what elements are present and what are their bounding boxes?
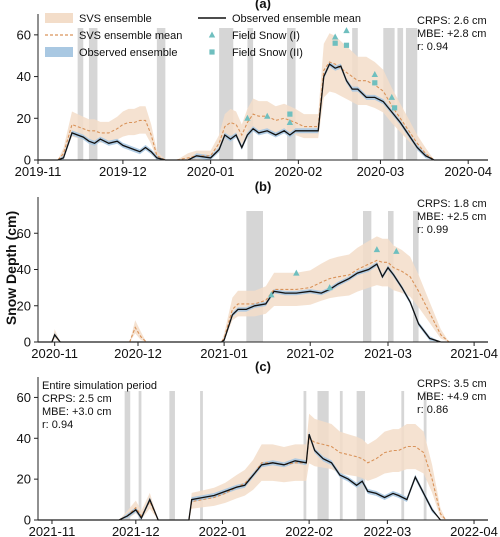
field-snow-i-marker xyxy=(331,33,339,40)
observed-ensemble-mean-line xyxy=(38,263,488,343)
y-tick-label: 0 xyxy=(24,335,31,350)
observed-ensemble-mean-line xyxy=(38,63,488,161)
field-snow-i-marker xyxy=(393,247,400,254)
y-tick-label: 40 xyxy=(17,431,31,446)
legend-label: Observed ensemble xyxy=(79,47,177,59)
stats-line: r: 0.86 xyxy=(417,404,448,416)
x-tick-label: 2020-02 xyxy=(275,164,323,179)
svs-ensemble-band xyxy=(38,236,488,342)
panel-label: (b) xyxy=(255,179,272,194)
data-gap-bar xyxy=(405,28,418,160)
note-line: r: 0.94 xyxy=(42,419,73,431)
data-gap-bar xyxy=(246,211,263,342)
stats-line: MBE: +2.5 cm xyxy=(417,211,486,223)
legend-swatch-field-snow-i xyxy=(208,31,216,38)
panel-0: (a) 0 20 40 60 2019-11 2019-12 2020-01 2020-02 20… xyxy=(15,0,492,179)
x-tick-label: 2020-04 xyxy=(444,164,492,179)
data-gap-bar xyxy=(397,28,404,160)
panel-label: (c) xyxy=(255,359,271,374)
x-tick-label: 2022-01 xyxy=(199,524,247,537)
field-snow-ii-marker xyxy=(343,42,350,48)
y-tick-label: 60 xyxy=(17,27,31,42)
data-gap-bar xyxy=(287,28,296,160)
y-tick-label: 0 xyxy=(24,513,31,528)
x-tick-label: 2022-02 xyxy=(285,524,333,537)
y-tick-label: 40 xyxy=(17,262,31,277)
legend: SVS ensemble SVS ensemble mean Observed en… xyxy=(45,13,361,59)
y-tick-label: 20 xyxy=(17,298,31,313)
x-tick-label: 2020-01 xyxy=(187,164,235,179)
data-gap-bar xyxy=(169,391,175,520)
x-tick-label: 2020-11 xyxy=(31,346,78,361)
x-tick-label: 2021-04 xyxy=(450,346,498,361)
legend-label: SVS ensemble xyxy=(79,13,152,25)
y-tick-label: 40 xyxy=(17,69,31,84)
y-tick-label: 20 xyxy=(17,472,31,487)
data-gap-bar xyxy=(138,391,142,520)
field-snow-i-marker xyxy=(373,246,381,253)
stats-line: CRPS: 1.8 cm xyxy=(417,198,487,210)
x-tick-label: 2021-03 xyxy=(364,346,412,361)
x-tick-label: 2022-04 xyxy=(450,524,498,537)
x-tick-label: 2021-02 xyxy=(286,346,334,361)
x-tick-label: 2022-03 xyxy=(364,524,412,537)
data-gap-bar xyxy=(77,28,84,160)
stats-line: CRPS: 2.6 cm xyxy=(417,15,487,27)
field-snow-ii-marker xyxy=(332,40,338,46)
x-tick-label: 2021-12 xyxy=(112,524,160,537)
field-snow-i-marker xyxy=(268,291,275,298)
field-snow-i-marker xyxy=(286,118,294,125)
x-tick-label: 2019-12 xyxy=(99,164,147,179)
x-tick-label: 2021-01 xyxy=(200,346,248,361)
x-tick-label: 2020-03 xyxy=(357,164,405,179)
field-snow-i-marker xyxy=(244,114,251,121)
field-snow-ii-marker xyxy=(372,80,378,86)
stats-line: MBE: +4.9 cm xyxy=(417,391,486,403)
svs-ensemble-mean-line xyxy=(38,259,488,343)
data-gap-bar xyxy=(200,391,203,520)
y-tick-label: 20 xyxy=(17,111,31,126)
y-tick-label: 60 xyxy=(17,226,31,241)
legend-label: SVS ensemble mean xyxy=(79,30,182,42)
panel-2: (c) 0 20 40 60 2021-11 2021-12 2022-01 2022-02 20… xyxy=(17,359,498,537)
data-gap-bar xyxy=(247,28,254,160)
data-gap-bar xyxy=(88,28,98,160)
legend-swatch-svs-ensemble xyxy=(45,13,73,23)
data-gap-bar xyxy=(124,391,131,520)
field-snow-i-marker xyxy=(371,70,378,77)
y-axis-label: Snow Depth (cm) xyxy=(3,211,19,325)
panel-1: (b)02040602020-102020-112020-122021-0120… xyxy=(17,179,498,361)
note-line: Entire simulation period xyxy=(42,380,157,392)
x-tick-label: 2020-12 xyxy=(114,346,162,361)
legend-label: Field Snow (I) xyxy=(232,30,300,42)
stats-line: MBE: +2.8 cm xyxy=(417,28,486,40)
data-gap-bar xyxy=(156,28,166,160)
legend-swatch-field-snow-ii xyxy=(209,49,215,55)
x-tick-label: 2019-11 xyxy=(15,164,62,179)
stats-line: r: 0.99 xyxy=(417,224,448,236)
legend-label: Observed ensemble mean xyxy=(232,13,361,25)
field-snow-i-marker xyxy=(388,93,395,100)
field-snow-i-marker xyxy=(264,112,271,119)
field-snow-i-marker xyxy=(293,269,300,276)
note-line: CRPS: 2.5 cm xyxy=(42,393,112,405)
stats-line: CRPS: 3.5 cm xyxy=(417,378,487,390)
field-snow-i-marker xyxy=(326,284,333,291)
stats-line: r: 0.94 xyxy=(417,41,448,53)
field-snow-ii-marker xyxy=(392,105,398,111)
legend-label: Field Snow (II) xyxy=(232,47,303,59)
note-line: MBE: +3.0 cm xyxy=(42,406,111,418)
field-snow-ii-marker xyxy=(287,111,293,117)
y-tick-label: 0 xyxy=(24,153,31,168)
legend-swatch-observed-ensemble xyxy=(45,47,73,57)
svs-ensemble-mean-line xyxy=(38,61,488,161)
panel-label: (a) xyxy=(255,0,271,11)
svs-ensemble-band xyxy=(38,33,488,160)
field-snow-i-marker xyxy=(343,27,350,34)
y-tick-label: 60 xyxy=(17,390,31,405)
x-tick-label: 2021-11 xyxy=(29,524,76,537)
